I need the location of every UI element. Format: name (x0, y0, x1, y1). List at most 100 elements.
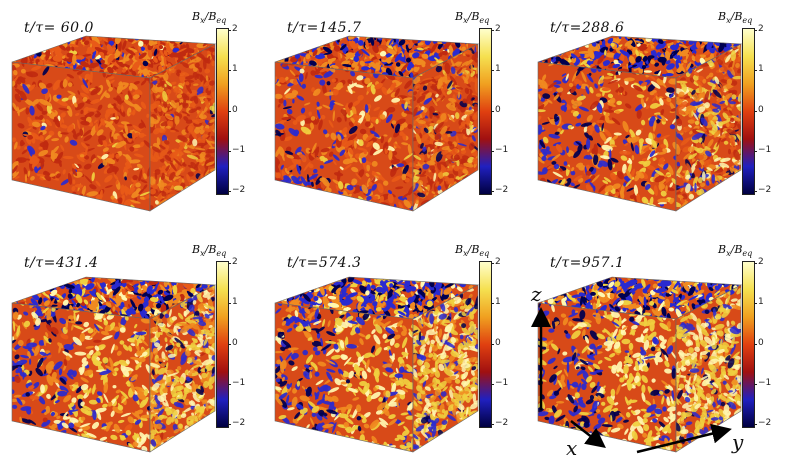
cube-5 (274, 276, 480, 453)
colorbar-tick-mark (754, 30, 757, 31)
cube-3 (537, 35, 743, 212)
panel-6: t/τ=957.1 Bx/Beq 2 1 0 −1 −2 (526, 231, 789, 462)
cube-2 (274, 35, 480, 212)
colorbar-tick-label: 0 (232, 337, 238, 348)
panel-3: t/τ=288.6 Bx/Beq 2 1 0 −1 −2 (526, 0, 789, 231)
y-axis-label: y (732, 430, 744, 454)
colorbar-tick-label: −2 (758, 185, 772, 195)
colorbar-tick-mark (228, 424, 231, 425)
colorbar-tick-mark (754, 303, 757, 305)
colorbar-tick-label: 0 (232, 104, 238, 115)
colorbar-4 (216, 261, 229, 428)
colorbar-tick-mark (491, 343, 494, 345)
colorbar-tick-label: −1 (232, 377, 246, 388)
colorbar-tick-mark (754, 343, 757, 345)
panel-2: t/τ=145.7 Bx/Beq 2 1 0 −1 −2 (263, 0, 526, 231)
time-label-5: t/τ=574.3 (287, 255, 362, 271)
z-axis-label: z (531, 282, 542, 306)
time-label-3: t/τ=288.6 (550, 20, 625, 36)
colorbar-tick-label: 1 (495, 64, 501, 75)
colorbar-title-4: Bx/Beq (192, 243, 227, 259)
colorbar-tick-label: 1 (758, 64, 764, 75)
colorbar-tick-label: 0 (495, 337, 501, 348)
colorbar-tick-mark (228, 191, 231, 192)
colorbar-tick-mark (491, 383, 494, 385)
colorbar-tick-label: 2 (758, 24, 764, 34)
colorbar-tick-label: 2 (232, 257, 238, 267)
colorbar-tick-label: −1 (495, 144, 509, 155)
x-axis-label: x (566, 436, 578, 460)
colorbar-tick-label: −2 (232, 185, 246, 195)
colorbar-tick-label: −2 (232, 418, 246, 428)
colorbar-tick-mark (228, 303, 231, 305)
colorbar-title-3: Bx/Beq (718, 10, 753, 26)
colorbar-tick-label: 2 (495, 24, 501, 34)
colorbar-tick-label: −1 (758, 144, 772, 155)
time-label-6: t/τ=957.1 (550, 255, 625, 271)
colorbar-tick-label: 1 (232, 297, 238, 308)
colorbar-tick-mark (754, 383, 757, 385)
cube-2-left-face (275, 62, 413, 211)
cube-1-top-face (12, 36, 215, 78)
cube-1 (11, 35, 217, 212)
colorbar-title-5: Bx/Beq (455, 243, 490, 259)
colorbar-5 (479, 261, 492, 428)
colorbar-tick-mark (491, 263, 494, 264)
colorbar-title-6: Bx/Beq (718, 243, 753, 259)
panel-5: t/τ=574.3 Bx/Beq 2 1 0 −1 −2 (263, 231, 526, 462)
colorbar-6 (742, 261, 755, 428)
colorbar-title-2: Bx/Beq (455, 10, 490, 26)
colorbar-tick-label: 0 (495, 104, 501, 115)
colorbar-tick-mark (228, 70, 231, 72)
colorbar-tick-label: 1 (232, 64, 238, 75)
time-label-1: t/τ= 60.0 (24, 20, 94, 36)
cube-3-right-face (676, 44, 741, 211)
colorbar-tick-label: −1 (758, 377, 772, 388)
colorbar-tick-label: −1 (495, 377, 509, 388)
colorbar-tick-label: 0 (758, 337, 764, 348)
colorbar-tick-mark (491, 150, 494, 152)
colorbar-tick-mark (228, 150, 231, 152)
cube-6-left-face (538, 303, 676, 452)
colorbar-tick-label: −1 (232, 144, 246, 155)
colorbar-tick-label: 1 (758, 297, 764, 308)
colorbar-tick-mark (754, 70, 757, 72)
colorbar-title-1: Bx/Beq (192, 10, 227, 26)
colorbar-tick-label: 2 (758, 257, 764, 267)
cube-3-left-face (538, 62, 676, 211)
colorbar-tick-label: 0 (758, 104, 764, 115)
panel-1: t/τ= 60.0 Bx/Beq 2 1 0 −1 −2 (0, 0, 263, 231)
colorbar-tick-mark (491, 30, 494, 31)
colorbar-tick-mark (228, 110, 231, 112)
colorbar-2 (479, 28, 492, 195)
colorbar-tick-mark (491, 303, 494, 305)
cube-4 (11, 276, 217, 453)
colorbar-tick-mark (754, 424, 757, 425)
time-label-2: t/τ=145.7 (287, 20, 362, 36)
colorbar-tick-mark (228, 383, 231, 385)
colorbar-tick-mark (491, 424, 494, 425)
colorbar-tick-label: −2 (758, 418, 772, 428)
colorbar-1 (216, 28, 229, 195)
colorbar-3 (742, 28, 755, 195)
colorbar-tick-label: −2 (495, 418, 509, 428)
colorbar-tick-mark (754, 150, 757, 152)
panel-4: t/τ=431.4 Bx/Beq 2 1 0 −1 −2 (0, 231, 263, 462)
colorbar-tick-label: 1 (495, 297, 501, 308)
cube-5-left-face (275, 303, 413, 452)
colorbar-tick-label: −2 (495, 185, 509, 195)
colorbar-tick-mark (228, 30, 231, 31)
colorbar-tick-mark (491, 70, 494, 72)
time-label-4: t/τ=431.4 (24, 255, 99, 271)
colorbar-tick-label: 2 (232, 24, 238, 34)
colorbar-tick-mark (754, 191, 757, 192)
colorbar-tick-mark (228, 343, 231, 345)
colorbar-tick-mark (228, 263, 231, 264)
colorbar-tick-mark (754, 110, 757, 112)
cube-4-left-face (12, 303, 150, 452)
cube-1-left-face (12, 62, 150, 211)
colorbar-tick-mark (754, 263, 757, 264)
colorbar-tick-mark (491, 191, 494, 192)
colorbar-tick-label: 2 (495, 257, 501, 267)
colorbar-tick-mark (491, 110, 494, 112)
